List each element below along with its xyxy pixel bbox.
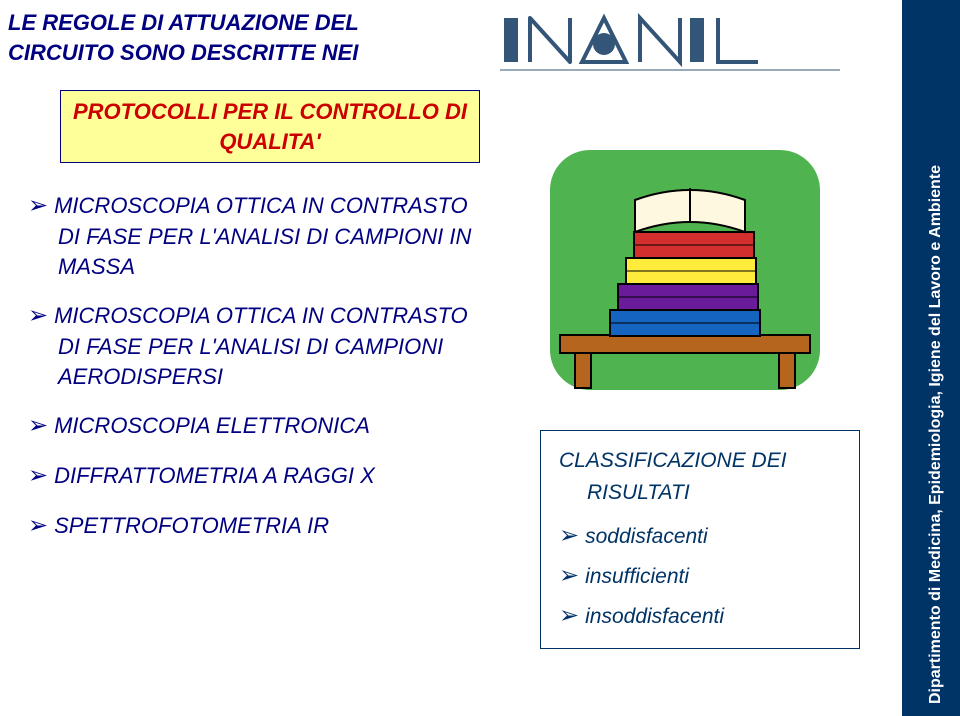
arrow-icon: ➢ <box>28 192 48 219</box>
title-line-1: LE REGOLE DI ATTUAZIONE DEL <box>8 8 359 38</box>
list-item: ➢MICROSCOPIA ELETTRONICA <box>28 410 488 442</box>
protocol-box: PROTOCOLLI PER IL CONTROLLO DI QUALITA' <box>60 90 480 163</box>
books-illustration <box>540 140 830 400</box>
list-item-text: insoddisfacenti <box>585 605 724 628</box>
slide-title: LE REGOLE DI ATTUAZIONE DEL CIRCUITO SON… <box>8 8 359 67</box>
arrow-icon: ➢ <box>559 522 579 549</box>
list-item: ➢SPETTROFOTOMETRIA IR <box>28 510 488 542</box>
arrow-icon: ➢ <box>28 512 48 539</box>
slide-root: LE REGOLE DI ATTUAZIONE DEL CIRCUITO SON… <box>0 0 960 716</box>
classification-header-2: RISULTATI <box>559 481 690 504</box>
inail-logo <box>500 8 840 73</box>
list-item: ➢MICROSCOPIA OTTICA IN CONTRASTO DI FASE… <box>28 190 488 282</box>
arrow-icon: ➢ <box>28 462 48 489</box>
list-item: ➢ insoddisfacenti <box>559 598 845 634</box>
department-text: Dipartimento di Medicina, Epidemiologia,… <box>927 165 945 704</box>
list-item-text: DIFFRATTOMETRIA A RAGGI X <box>54 463 375 488</box>
protocol-line-2: QUALITA' <box>71 127 469 157</box>
classification-header-1: CLASSIFICAZIONE DEI <box>559 449 787 472</box>
list-item-text: soddisfacenti <box>585 525 708 548</box>
list-item-text: SPETTROFOTOMETRIA IR <box>54 513 329 538</box>
list-item-text: MICROSCOPIA OTTICA IN CONTRASTO DI FASE … <box>54 303 468 389</box>
arrow-icon: ➢ <box>28 412 48 439</box>
title-line-2: CIRCUITO SONO DESCRITTE NEI <box>8 38 359 68</box>
list-item-text: insufficienti <box>585 565 689 588</box>
department-sidebar: Dipartimento di Medicina, Epidemiologia,… <box>902 0 960 716</box>
arrow-icon: ➢ <box>559 562 579 589</box>
list-item: ➢ insufficienti <box>559 558 845 594</box>
protocol-line-1: PROTOCOLLI PER IL CONTROLLO DI <box>71 97 469 127</box>
list-item: ➢ soddisfacenti <box>559 518 845 554</box>
methods-list: ➢MICROSCOPIA OTTICA IN CONTRASTO DI FASE… <box>28 190 488 561</box>
list-item-text: MICROSCOPIA ELETTRONICA <box>54 413 370 438</box>
list-item: ➢DIFFRATTOMETRIA A RAGGI X <box>28 460 488 492</box>
list-item-text: MICROSCOPIA OTTICA IN CONTRASTO DI FASE … <box>54 193 471 279</box>
arrow-icon: ➢ <box>559 602 579 629</box>
classification-header: CLASSIFICAZIONE DEI RISULTATI <box>559 445 845 508</box>
arrow-icon: ➢ <box>28 302 48 329</box>
list-item: ➢MICROSCOPIA OTTICA IN CONTRASTO DI FASE… <box>28 300 488 392</box>
classification-box: CLASSIFICAZIONE DEI RISULTATI ➢ soddisfac… <box>540 430 860 649</box>
